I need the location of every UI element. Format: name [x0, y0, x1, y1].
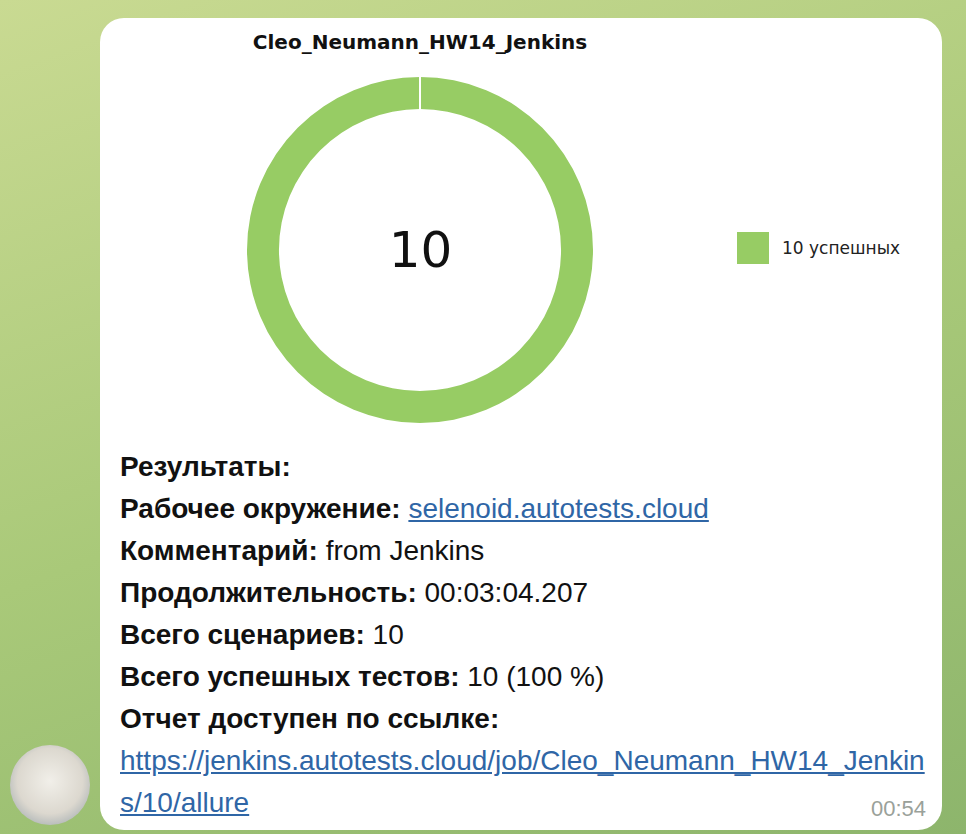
html-text:Всего успешных тестов: 10 (100: Всего успешных тестов: 10 (100 %) [120, 661, 605, 692]
html-text:00:54: 00:54 [870, 796, 926, 821]
html-text:Продолжительность: 00:03:04.20: Продолжительность: 00:03:04.207 [120, 577, 588, 608]
html-text:Комментарий: from Jenkins: Комментарий: from Jenkins [120, 535, 485, 566]
html-text:Cleo_Neumann_HW14_Jenkins: Cleo_Neumann_HW14_Jenkins [252, 30, 588, 54]
html-text:10 успешных: 10 успешных [782, 238, 901, 258]
html-text:Отчет доступен по ссылке:: Отчет доступен по ссылке: [120, 703, 500, 734]
html-text:Рабочее окружение: selenoid.au: Рабочее окружение: selenoid.autotests.cl… [120, 493, 709, 524]
html-text:Результаты:: Результаты: [120, 451, 291, 482]
html-text:https://jenkins.autotests.clou: https://jenkins.autotests.cloud/job/Cleo… [120, 745, 925, 818]
svg-text:10: 10 [389, 221, 453, 279]
html-text:Всего сценариев: 10: Всего сценариев: 10 [120, 619, 404, 650]
